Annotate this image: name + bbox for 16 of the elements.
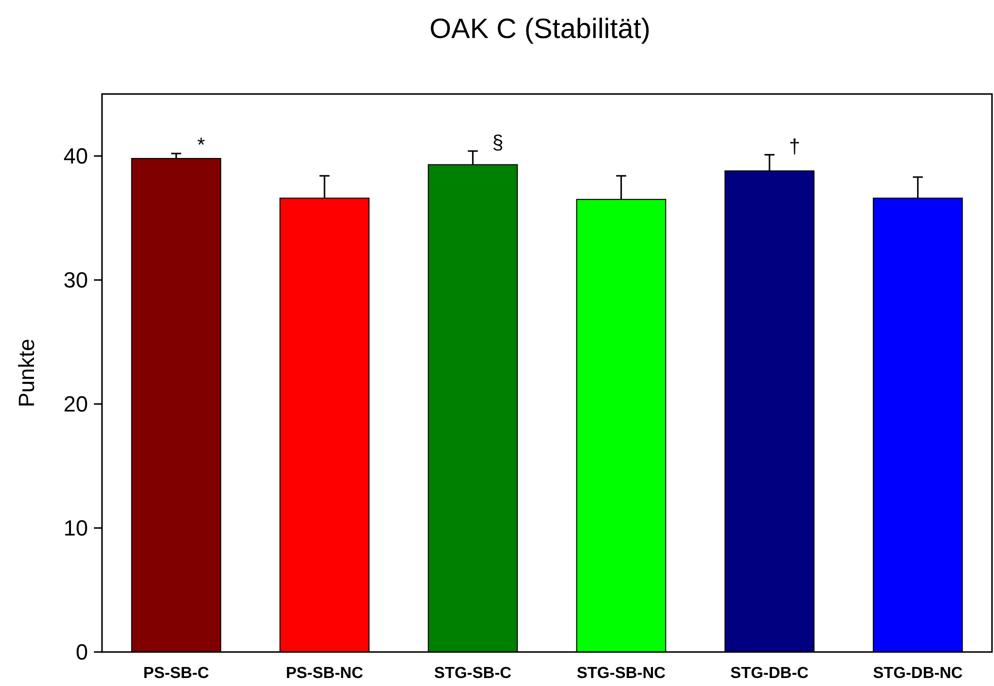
x-tick-label: STG-SB-NC — [576, 665, 666, 682]
annotation: † — [788, 136, 800, 158]
annotation: § — [492, 132, 504, 154]
annotation: * — [197, 134, 206, 157]
chart-title: OAK C (Stabilität) — [430, 13, 650, 44]
y-tick-label: 30 — [64, 268, 88, 293]
y-tick-label: 40 — [64, 144, 88, 169]
x-tick-label: PS-SB-NC — [286, 665, 364, 682]
x-tick-label: STG-SB-C — [434, 665, 512, 682]
y-tick-label: 0 — [76, 640, 88, 665]
x-tick-label: PS-SB-C — [143, 665, 210, 682]
x-tick-label: STG-DB-NC — [872, 665, 964, 682]
y-tick-label: 20 — [64, 392, 88, 417]
x-tick-label: STG-DB-C — [730, 665, 810, 682]
y-axis-title: Punkte — [14, 338, 39, 408]
y-tick-label: 10 — [64, 516, 88, 541]
